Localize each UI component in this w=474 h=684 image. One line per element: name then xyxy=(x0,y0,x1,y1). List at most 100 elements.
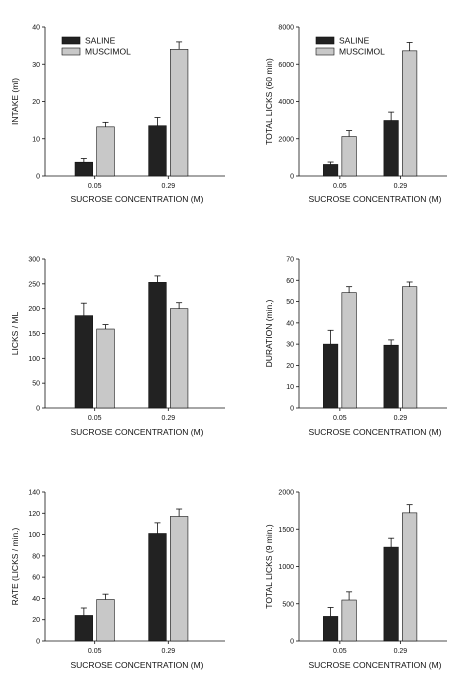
y-tick-label: 0 xyxy=(290,639,294,646)
chart-panel-4: 0 10 20 30 40 50 60 70 0.05 0.29 SUCROSE CONCENTRA… xyxy=(264,257,447,437)
y-tick-label: 70 xyxy=(286,257,294,264)
y-tick-label: 6000 xyxy=(278,62,294,69)
legend-label: MUSCIMOL xyxy=(339,47,385,57)
legend-label: MUSCIMOL xyxy=(85,47,131,57)
muscimol-bar xyxy=(402,512,418,642)
y-tick-label: 40 xyxy=(32,596,40,603)
saline-bar xyxy=(323,343,339,409)
y-tick-label: 40 xyxy=(32,25,40,32)
saline-bar xyxy=(383,344,399,409)
chart-panel-3: 0 50 100 150 200 250 300 0.05 0.29 SUCROSE CONCEN… xyxy=(10,257,225,437)
x-tick-label: 0.29 xyxy=(394,415,408,422)
x-tick-label: 0.05 xyxy=(333,648,347,655)
muscimol-bar xyxy=(402,50,418,177)
x-axis-title: SUCROSE CONCENTRATION (M) xyxy=(70,427,203,437)
y-tick-label: 1500 xyxy=(278,527,294,534)
muscimol-bar xyxy=(96,599,115,642)
legend-swatch-muscimol xyxy=(61,47,81,56)
y-axis-title: TOTAL LICKS (60 min) xyxy=(264,58,274,145)
x-tick-label: 0.29 xyxy=(394,648,408,655)
y-tick-label: 50 xyxy=(32,381,40,388)
x-tick-label: 0.05 xyxy=(333,415,347,422)
y-tick-label: 0 xyxy=(36,406,40,413)
x-tick-label: 0.05 xyxy=(88,415,102,422)
y-axis-title: LICKS / ML xyxy=(10,312,20,356)
chart-panel-6: 0 500 1000 1500 2000 0.05 0.29 SUCROSE CONCENTR… xyxy=(264,490,447,670)
saline-bar xyxy=(148,282,167,409)
chart-panel-2: 0 2000 4000 6000 8000 0.05 0.29 SUCROSE CONCENT… xyxy=(264,25,447,204)
y-tick-label: 100 xyxy=(28,532,40,539)
saline-bar xyxy=(148,533,167,642)
y-tick-label: 0 xyxy=(290,174,294,181)
y-axis-title: RATE (LICKS / min.) xyxy=(10,527,20,605)
y-tick-label: 300 xyxy=(28,257,40,264)
x-tick-label: 0.29 xyxy=(161,183,175,190)
y-tick-label: 10 xyxy=(286,384,294,391)
muscimol-bar xyxy=(341,292,357,409)
legend-label: SALINE xyxy=(85,36,116,46)
y-tick-label: 0 xyxy=(36,174,40,181)
muscimol-bar xyxy=(96,126,115,177)
y-tick-label: 80 xyxy=(32,553,40,560)
y-tick-label: 140 xyxy=(28,490,40,497)
y-axis-title: DURATION (min.) xyxy=(264,299,274,367)
x-tick-label: 0.29 xyxy=(394,183,408,190)
y-tick-label: 1000 xyxy=(278,564,294,571)
y-axis-title: INTAKE (ml) xyxy=(10,78,20,125)
muscimol-bar xyxy=(96,328,115,409)
saline-bar xyxy=(323,616,339,642)
saline-bar xyxy=(383,546,399,642)
chart-panel-1: 0 10 20 30 40 0.05 0.29 SUCROSE CONCENTRATION (… xyxy=(10,25,225,204)
x-tick-label: 0.05 xyxy=(333,183,347,190)
muscimol-bar xyxy=(341,599,357,642)
y-tick-label: 60 xyxy=(32,575,40,582)
y-tick-label: 0 xyxy=(36,639,40,646)
y-tick-label: 20 xyxy=(32,99,40,106)
muscimol-bar xyxy=(170,308,189,409)
saline-bar xyxy=(148,125,167,177)
y-tick-label: 20 xyxy=(32,617,40,624)
saline-bar xyxy=(74,161,93,177)
y-tick-label: 60 xyxy=(286,278,294,285)
y-axis-title: TOTAL LICKS (9 min.) xyxy=(264,524,274,609)
y-tick-label: 2000 xyxy=(278,136,294,143)
y-tick-label: 500 xyxy=(282,601,294,608)
y-tick-label: 50 xyxy=(286,299,294,306)
saline-bar xyxy=(323,164,339,177)
x-axis-title: SUCROSE CONCENTRATION (M) xyxy=(308,194,441,204)
x-tick-label: 0.29 xyxy=(161,415,175,422)
x-axis-title: SUCROSE CONCENTRATION (M) xyxy=(70,660,203,670)
y-tick-label: 4000 xyxy=(278,99,294,106)
x-axis-title: SUCROSE CONCENTRATION (M) xyxy=(308,660,441,670)
muscimol-bar xyxy=(170,516,189,642)
legend-swatch-saline xyxy=(315,36,335,45)
y-tick-label: 2000 xyxy=(278,490,294,497)
y-tick-label: 100 xyxy=(28,356,40,363)
saline-bar xyxy=(74,315,93,409)
muscimol-bar xyxy=(402,286,418,409)
y-tick-label: 200 xyxy=(28,306,40,313)
y-tick-label: 8000 xyxy=(278,25,294,32)
y-tick-label: 150 xyxy=(28,331,40,338)
saline-bar xyxy=(383,120,399,177)
x-axis-title: SUCROSE CONCENTRATION (M) xyxy=(70,194,203,204)
y-tick-label: 40 xyxy=(286,320,294,327)
saline-bar xyxy=(74,615,93,642)
legend-label: SALINE xyxy=(339,36,370,46)
x-tick-label: 0.05 xyxy=(88,648,102,655)
legend-swatch-saline xyxy=(61,36,81,45)
y-tick-label: 120 xyxy=(28,511,40,518)
y-tick-label: 30 xyxy=(32,62,40,69)
y-tick-label: 20 xyxy=(286,363,294,370)
y-tick-label: 250 xyxy=(28,281,40,288)
y-tick-label: 10 xyxy=(32,136,40,143)
x-tick-label: 0.05 xyxy=(88,183,102,190)
muscimol-bar xyxy=(170,49,189,177)
x-tick-label: 0.29 xyxy=(161,648,175,655)
muscimol-bar xyxy=(341,136,357,177)
x-axis-title: SUCROSE CONCENTRATION (M) xyxy=(308,427,441,437)
legend-swatch-muscimol xyxy=(315,47,335,56)
chart-panel-5: 0 20 40 60 80 100 120 140 0.05 0.29 SUCROSE CONCEN… xyxy=(10,490,225,670)
y-tick-label: 30 xyxy=(286,342,294,349)
